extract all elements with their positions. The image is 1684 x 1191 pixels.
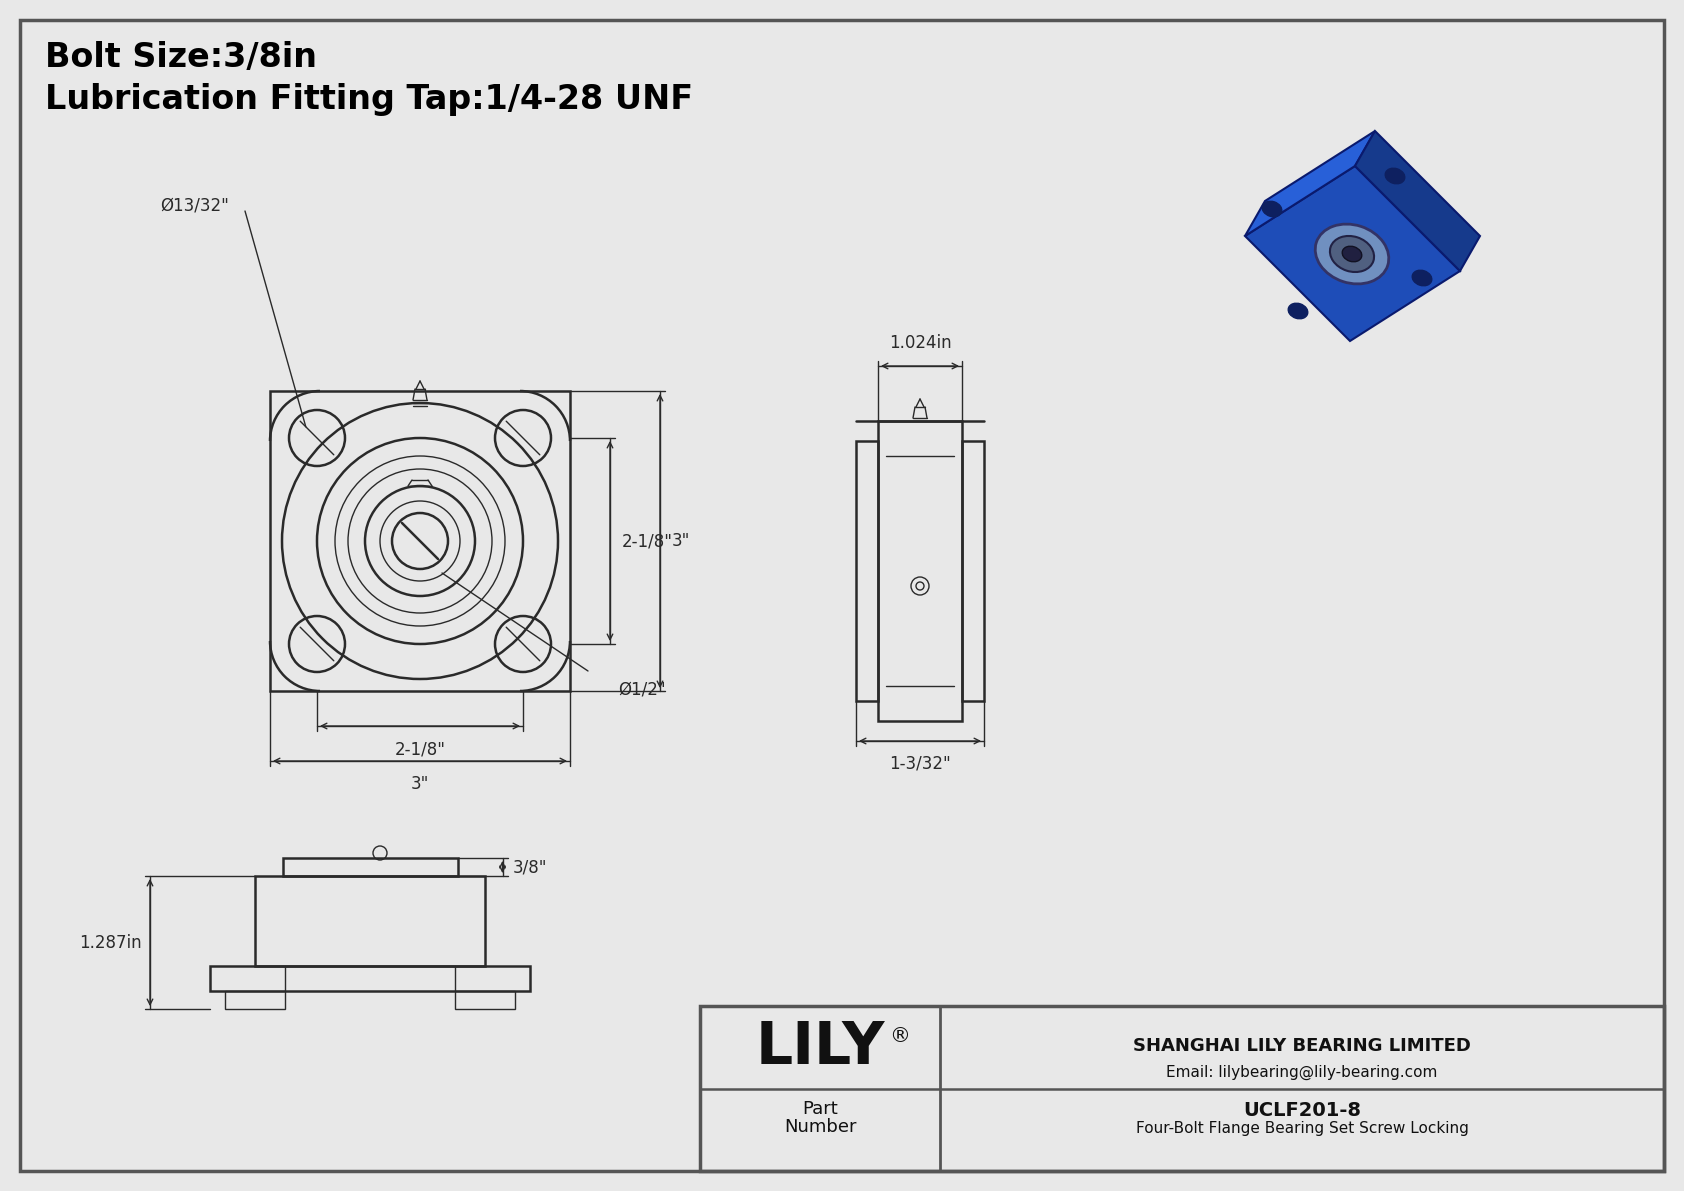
Bar xyxy=(210,966,530,991)
Polygon shape xyxy=(1356,131,1480,272)
Ellipse shape xyxy=(1330,236,1374,272)
Text: 1-3/32": 1-3/32" xyxy=(889,755,951,773)
Ellipse shape xyxy=(1342,247,1362,262)
Text: Bolt Size:3/8in: Bolt Size:3/8in xyxy=(45,40,317,74)
Bar xyxy=(254,877,485,966)
Text: 3": 3" xyxy=(411,775,429,793)
Bar xyxy=(877,420,962,721)
Text: Lubrication Fitting Tap:1/4-28 UNF: Lubrication Fitting Tap:1/4-28 UNF xyxy=(45,83,694,116)
Text: Email: lilybearing@lily-bearing.com: Email: lilybearing@lily-bearing.com xyxy=(1167,1065,1438,1079)
Bar xyxy=(455,991,515,1009)
Text: 3": 3" xyxy=(672,532,690,550)
Text: Part: Part xyxy=(802,1099,839,1117)
Bar xyxy=(269,391,569,691)
Text: Ø1/2": Ø1/2" xyxy=(618,681,665,699)
Text: Four-Bolt Flange Bearing Set Screw Locking: Four-Bolt Flange Bearing Set Screw Locki… xyxy=(1135,1121,1468,1136)
Text: ®: ® xyxy=(889,1025,911,1046)
Text: 3/8": 3/8" xyxy=(512,858,547,877)
Text: Ø13/32": Ø13/32" xyxy=(160,197,229,216)
Text: 2-1/8": 2-1/8" xyxy=(394,740,446,757)
Text: SHANGHAI LILY BEARING LIMITED: SHANGHAI LILY BEARING LIMITED xyxy=(1133,1036,1470,1054)
Polygon shape xyxy=(1244,131,1376,236)
Text: UCLF201-8: UCLF201-8 xyxy=(1243,1100,1361,1120)
Text: 1.287in: 1.287in xyxy=(79,934,141,952)
Text: 1.024in: 1.024in xyxy=(889,333,951,353)
Bar xyxy=(283,858,458,877)
Ellipse shape xyxy=(1263,201,1282,217)
Bar xyxy=(226,991,285,1009)
Ellipse shape xyxy=(1413,270,1431,286)
Bar xyxy=(962,441,983,701)
Ellipse shape xyxy=(1288,304,1308,319)
Ellipse shape xyxy=(1315,224,1389,283)
Bar xyxy=(701,1006,1664,1171)
Bar xyxy=(855,441,877,701)
Text: Number: Number xyxy=(783,1117,855,1135)
Text: LILY: LILY xyxy=(756,1018,884,1075)
Ellipse shape xyxy=(1386,168,1404,183)
Text: 2-1/8": 2-1/8" xyxy=(621,532,674,550)
Polygon shape xyxy=(1244,166,1460,341)
